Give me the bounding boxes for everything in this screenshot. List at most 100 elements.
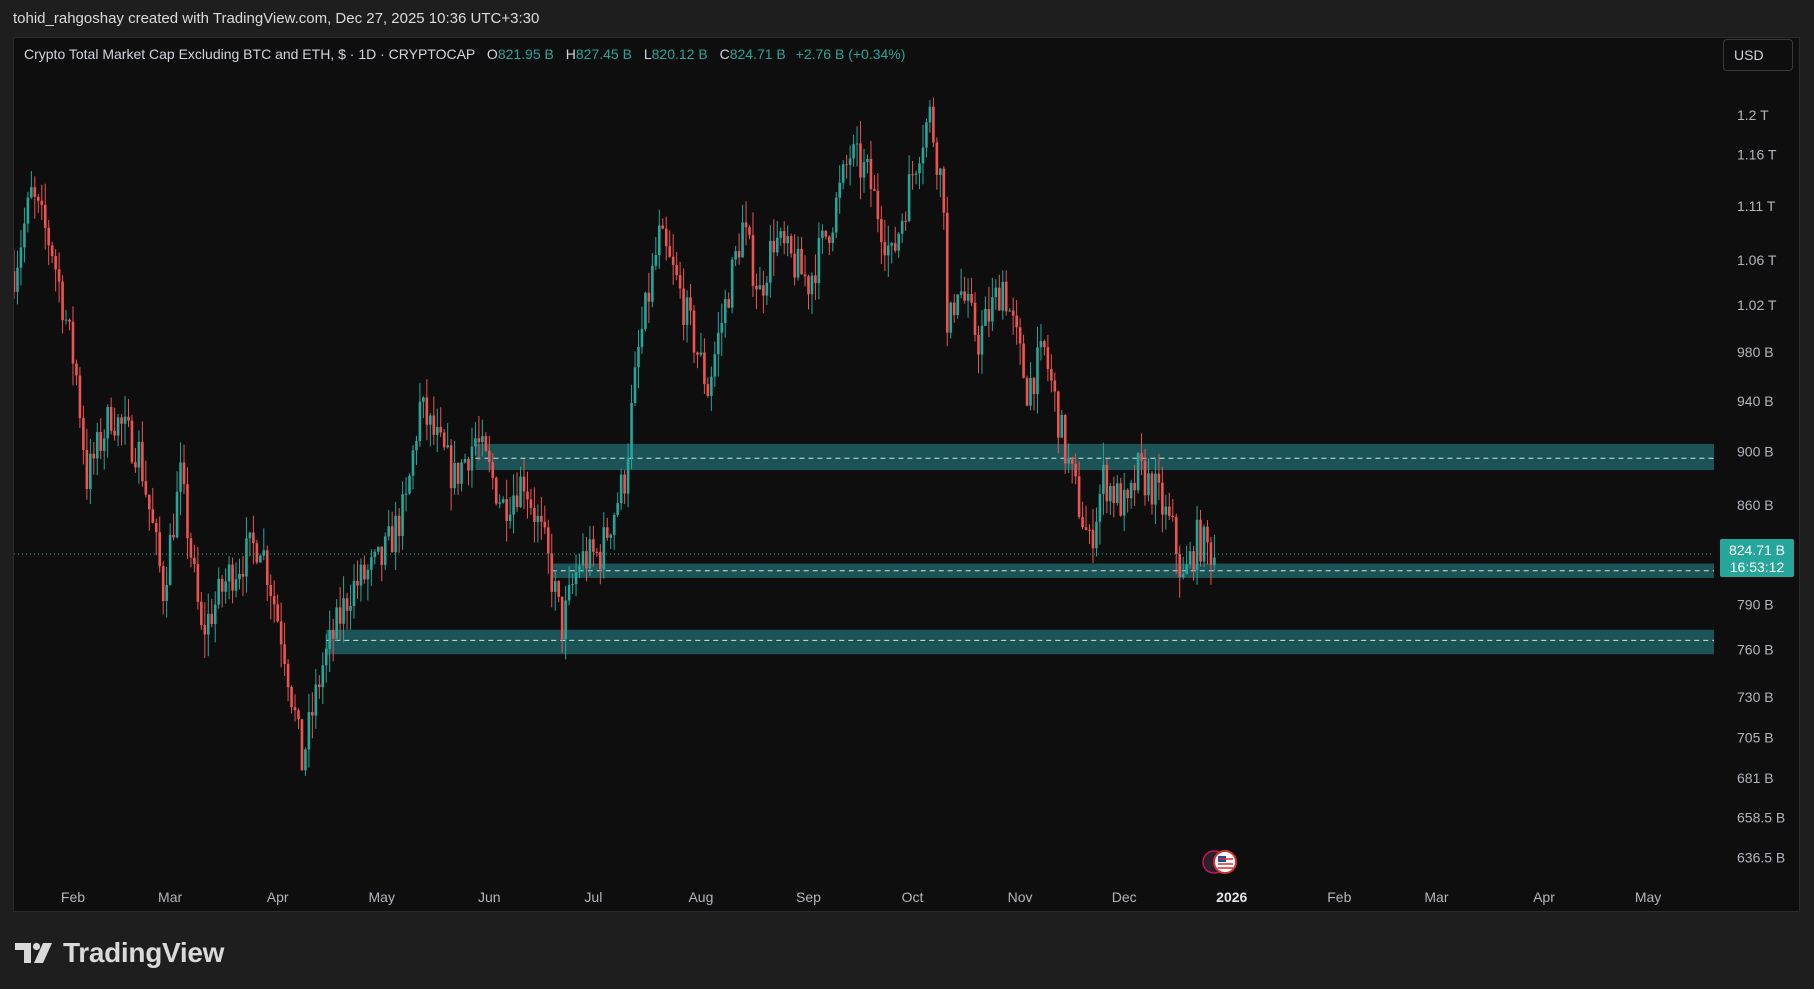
candle xyxy=(477,415,481,461)
candle xyxy=(907,155,911,223)
candle-body xyxy=(800,248,803,275)
candle-body xyxy=(886,245,890,256)
candle xyxy=(255,539,259,565)
candle-body xyxy=(272,595,276,605)
candle xyxy=(269,574,273,620)
candle xyxy=(272,580,276,623)
candle-body xyxy=(716,332,720,355)
candle xyxy=(1067,443,1070,474)
candle xyxy=(685,290,689,343)
candle-body xyxy=(460,462,463,484)
event-flag-icon[interactable] xyxy=(1202,850,1237,874)
candle-body xyxy=(1053,380,1057,392)
candle-body xyxy=(637,346,640,368)
candle-body xyxy=(213,604,217,625)
y-tick-label: 1.02 T xyxy=(1737,297,1777,313)
candle-body xyxy=(831,232,835,243)
candle-body xyxy=(265,550,269,586)
candle-body xyxy=(113,430,116,436)
candle-body xyxy=(1081,517,1084,528)
y-tick-label: 1.06 T xyxy=(1737,252,1777,268)
candle-body xyxy=(349,605,352,611)
low-value: 820.12 B xyxy=(651,46,708,62)
candle xyxy=(810,272,814,314)
candle xyxy=(390,511,394,553)
candle-body xyxy=(730,259,734,308)
candle-body xyxy=(762,285,765,296)
candle xyxy=(734,245,737,266)
candle-body xyxy=(935,142,939,175)
x-tick-label: Mar xyxy=(158,889,182,905)
candle xyxy=(200,591,203,630)
candle-body xyxy=(148,494,151,510)
candle xyxy=(678,261,682,299)
candle-body xyxy=(297,710,300,720)
candle xyxy=(182,444,186,495)
candle xyxy=(942,166,946,230)
candle-body xyxy=(47,227,50,246)
candle xyxy=(1088,524,1091,545)
candle xyxy=(144,460,148,498)
candle-body xyxy=(189,538,193,558)
candle xyxy=(533,487,536,543)
candle-body xyxy=(880,219,883,243)
candle xyxy=(14,249,16,299)
candle-body xyxy=(1018,327,1022,344)
candle-body xyxy=(966,293,970,301)
candle-body xyxy=(1171,515,1175,517)
candle-body xyxy=(300,719,304,771)
candle-body xyxy=(259,555,262,563)
chart-panel[interactable]: 1.2 T 1.16 T 1.11 T 1.06 T 1.02 T 980 B 940 B 9… xyxy=(13,37,1800,912)
tradingview-logo[interactable]: TradingView xyxy=(15,937,224,968)
candle-body xyxy=(904,220,907,222)
candle xyxy=(137,430,141,484)
candle xyxy=(92,442,96,475)
candle xyxy=(1154,458,1157,524)
candle xyxy=(474,422,477,456)
candle-body xyxy=(422,397,425,402)
y-tick-label: 860 B xyxy=(1737,497,1774,513)
candle-body xyxy=(1063,414,1067,464)
candle-body xyxy=(1206,526,1209,543)
candle xyxy=(36,194,40,213)
zone-rect xyxy=(326,629,1715,655)
candle xyxy=(467,456,470,486)
candle-body xyxy=(134,462,137,468)
candle xyxy=(550,533,554,608)
price-chart[interactable]: 1.2 T 1.16 T 1.11 T 1.06 T 1.02 T 980 B 940 B 9… xyxy=(14,38,1801,913)
candle xyxy=(85,428,89,500)
candle-body xyxy=(574,572,578,585)
candle-body xyxy=(1136,453,1140,491)
candle xyxy=(324,633,328,683)
candle-body xyxy=(1164,506,1168,515)
candle xyxy=(505,479,508,542)
candle-body xyxy=(651,265,654,302)
candle-body xyxy=(956,294,959,316)
candle xyxy=(803,255,807,287)
candle xyxy=(1053,372,1057,412)
candle-body xyxy=(685,297,689,325)
candle xyxy=(557,580,560,603)
candle-body xyxy=(578,565,581,573)
candle xyxy=(491,453,495,490)
candle-body xyxy=(64,319,68,321)
candle xyxy=(224,568,227,604)
candle-body xyxy=(1126,489,1129,499)
candle xyxy=(446,423,449,449)
candle-body xyxy=(394,515,397,553)
y-tick-label: 790 B xyxy=(1737,596,1774,612)
candle xyxy=(488,435,491,473)
candle xyxy=(723,289,727,338)
candle-body xyxy=(165,584,168,602)
candle xyxy=(1115,475,1119,506)
candle xyxy=(50,241,54,264)
candle xyxy=(370,549,373,586)
currency-button[interactable]: USD xyxy=(1723,39,1793,71)
candle xyxy=(231,557,234,604)
candle-body xyxy=(664,228,668,247)
candle-body xyxy=(432,415,436,435)
zone-rect xyxy=(475,443,1714,471)
candle xyxy=(644,291,647,332)
candle xyxy=(1036,326,1039,414)
candle-body xyxy=(345,598,349,611)
